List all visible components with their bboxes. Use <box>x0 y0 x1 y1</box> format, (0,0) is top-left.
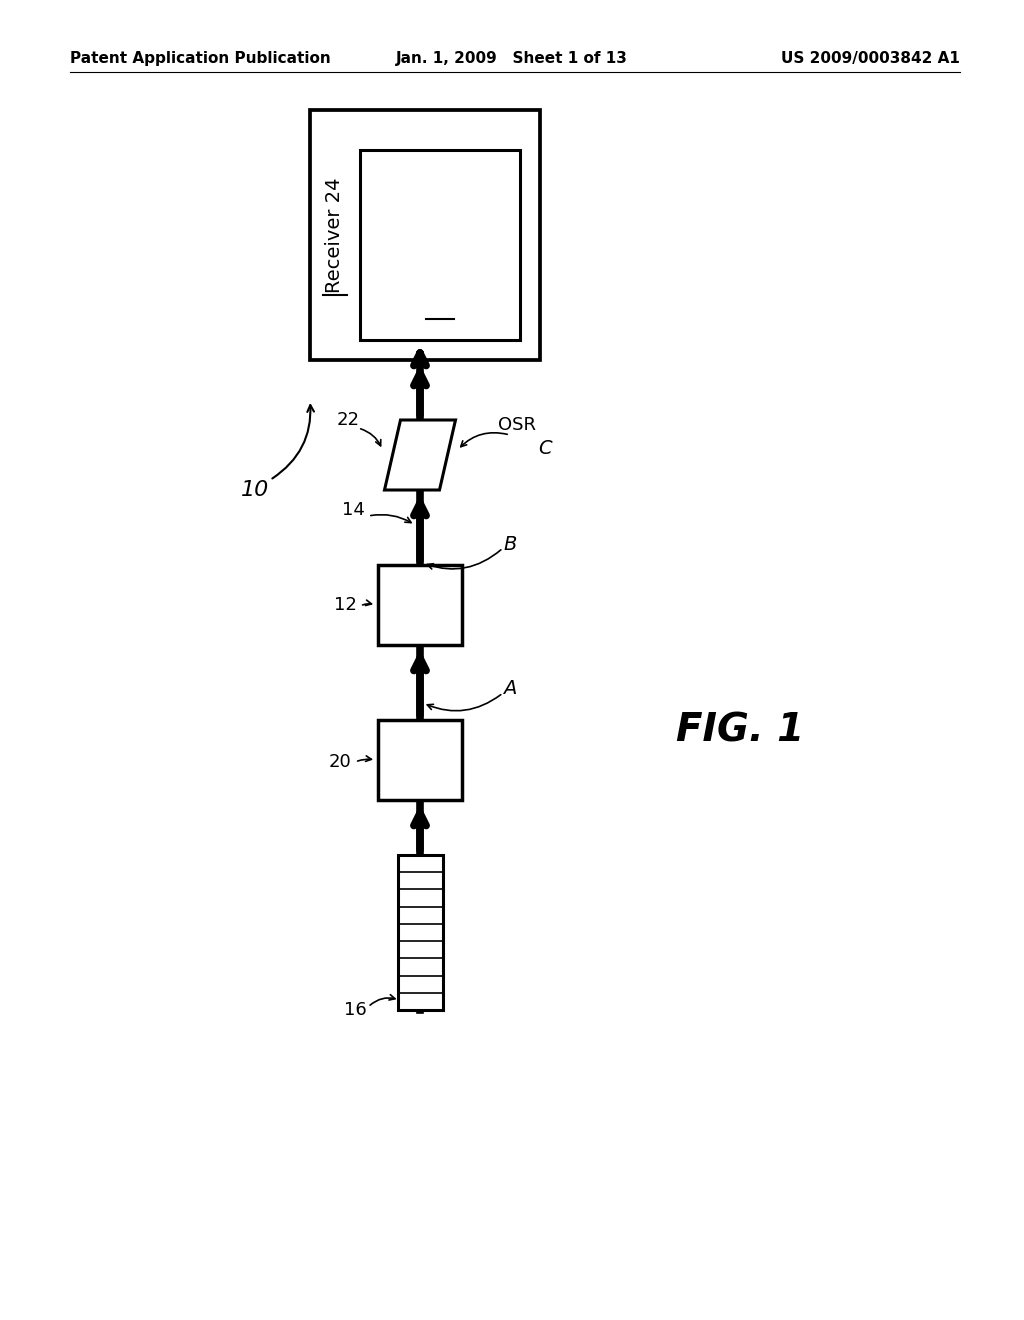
Bar <box>397 855 442 1010</box>
Text: 10: 10 <box>241 480 269 500</box>
Text: 12: 12 <box>334 597 356 614</box>
Text: Receiver 24: Receiver 24 <box>326 177 344 293</box>
Text: 16: 16 <box>344 1001 367 1019</box>
Text: DNPSK: DNPSK <box>404 190 475 210</box>
Text: Patent Application Publication: Patent Application Publication <box>70 50 331 66</box>
Text: A: A <box>504 678 517 697</box>
Text: OSR: OSR <box>498 416 536 434</box>
Text: 22: 22 <box>337 411 359 429</box>
Bar <box>378 719 462 800</box>
Text: Jan. 1, 2009   Sheet 1 of 13: Jan. 1, 2009 Sheet 1 of 13 <box>396 50 628 66</box>
Text: C: C <box>539 438 552 458</box>
Text: 20: 20 <box>329 752 351 771</box>
Text: 14: 14 <box>342 502 365 519</box>
Bar <box>310 110 540 360</box>
Text: 26: 26 <box>428 296 453 314</box>
Polygon shape <box>384 420 456 490</box>
Bar <box>378 565 462 645</box>
Text: US 2009/0003842 A1: US 2009/0003842 A1 <box>781 50 961 66</box>
Text: Demodulator: Demodulator <box>376 240 504 260</box>
Bar <box>360 150 520 341</box>
Text: FIG. 1: FIG. 1 <box>676 711 804 748</box>
Text: B: B <box>504 536 517 554</box>
